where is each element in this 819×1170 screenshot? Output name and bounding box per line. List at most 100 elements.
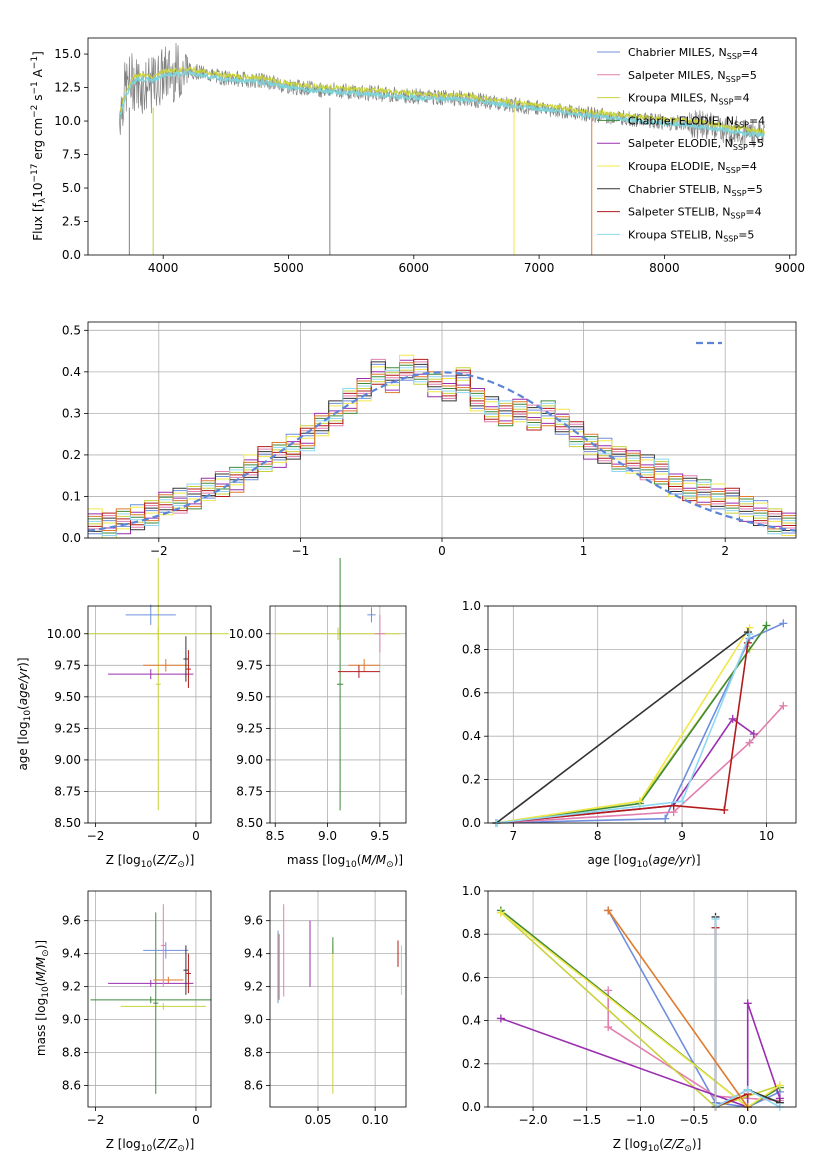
x-tick-label: 0.10 xyxy=(362,1113,389,1127)
mass-weight-marker xyxy=(775,1081,784,1090)
y-tick-label: 9.2 xyxy=(244,980,263,994)
y-tick-label: 12.5 xyxy=(54,81,81,95)
x-tick-label: −2 xyxy=(87,1113,105,1127)
age-y-label: age [log10(age/yr)] xyxy=(16,657,33,770)
y-tick-label: 0.0 xyxy=(62,248,81,262)
mass-weight-marker xyxy=(743,999,752,1008)
x-tick-label: −1.5 xyxy=(572,1113,601,1127)
axes-frame xyxy=(87,605,212,824)
legend-label: Salpeter ELODIE, NSSP=5 xyxy=(628,137,764,152)
age-z-x-label: Z [log10(Z/Z⊙)] xyxy=(106,853,195,870)
x-tick-label: 9 xyxy=(678,829,686,843)
mass-weight-marker xyxy=(661,814,670,823)
mw-z-x-label: Z [log10(Z/Z⊙)] xyxy=(613,1137,702,1154)
mass-weight-marker xyxy=(678,797,687,806)
y-tick-label: 2.5 xyxy=(62,215,81,229)
mass-weight-marker xyxy=(496,908,505,917)
legend-label: Chabrier ELODIE, NSSP=4 xyxy=(628,114,765,129)
y-tick-label: 0.6 xyxy=(462,970,481,984)
mass-weight-marker xyxy=(762,621,771,630)
y-tick-label: 10.00 xyxy=(47,627,81,641)
mass-weight-marker xyxy=(728,714,737,723)
mass-y-label: mass [log10(M/M⊙)] xyxy=(34,940,51,1056)
axes-frame xyxy=(87,37,797,256)
mass-weight-marker xyxy=(711,915,720,924)
axes-frame xyxy=(487,605,797,824)
y-tick-label: 7.5 xyxy=(62,148,81,162)
mw-age-x-label: age [log10(age/yr)] xyxy=(587,853,700,870)
axes-frame xyxy=(87,890,212,1108)
axes-frame xyxy=(269,890,407,1108)
x-tick-label: 0 xyxy=(192,829,200,843)
spectrum-y-label: Flux [fλ10−17 erg cm−2 s−1 A−1] xyxy=(30,51,48,241)
y-tick-label: 9.4 xyxy=(62,947,81,961)
mass-z-x-label: Z [log10(Z/Z⊙)] xyxy=(106,1137,195,1154)
legend-label: Chabrier STELIB, NSSP=5 xyxy=(628,183,763,198)
y-tick-label: 0.0 xyxy=(462,1100,481,1114)
x-tick-label: 9.0 xyxy=(318,829,337,843)
y-tick-label: 8.6 xyxy=(62,1079,81,1093)
x-tick-label: 0 xyxy=(192,1113,200,1127)
x-tick-label: 4000 xyxy=(148,261,179,275)
x-tick-label: −0.5 xyxy=(679,1113,708,1127)
x-tick-label: 7 xyxy=(509,829,517,843)
y-tick-label: 9.2 xyxy=(62,980,81,994)
y-tick-label: 0.4 xyxy=(462,729,481,743)
histogram-step xyxy=(88,362,796,531)
y-tick-label: 1.0 xyxy=(462,884,481,898)
x-tick-label: 7000 xyxy=(524,261,555,275)
legend-label: Kroupa MILES, NSSP=4 xyxy=(628,92,750,107)
x-tick-label: −2 xyxy=(150,544,168,558)
x-tick-label: 6000 xyxy=(399,261,430,275)
y-tick-label: 9.25 xyxy=(54,721,81,735)
y-tick-label: 0.0 xyxy=(462,816,481,830)
y-tick-label: 9.00 xyxy=(236,753,263,767)
y-tick-label: 9.25 xyxy=(236,721,263,735)
x-tick-label: 8.5 xyxy=(266,829,285,843)
legend-label: Kroupa ELODIE, NSSP=4 xyxy=(628,160,757,175)
axes-frame xyxy=(269,605,407,824)
y-tick-label: 9.0 xyxy=(62,1013,81,1027)
x-tick-label: 0.0 xyxy=(738,1113,757,1127)
legend-label: Salpeter STELIB, NSSP=4 xyxy=(628,206,762,221)
x-tick-label: 2 xyxy=(721,544,729,558)
legend-label: Salpeter MILES, NSSP=5 xyxy=(628,69,757,84)
y-tick-label: 9.6 xyxy=(244,914,263,928)
x-tick-label: 9.5 xyxy=(370,829,389,843)
x-tick-label: 8 xyxy=(594,829,602,843)
legend-label: Chabrier MILES, NSSP=4 xyxy=(628,46,758,61)
y-tick-label: 8.75 xyxy=(54,784,81,798)
y-tick-label: 0.2 xyxy=(62,448,81,462)
mass-weight-marker xyxy=(604,906,613,915)
y-tick-label: 0.8 xyxy=(462,642,481,656)
mass-weight-marker xyxy=(604,986,613,995)
y-tick-label: 8.8 xyxy=(62,1046,81,1060)
y-tick-label: 0.1 xyxy=(62,489,81,503)
y-tick-label: 8.8 xyxy=(244,1046,263,1060)
mass-weight-line xyxy=(496,705,784,824)
x-tick-label: 8000 xyxy=(649,261,680,275)
y-tick-label: 0.2 xyxy=(462,1057,481,1071)
y-tick-label: 0.0 xyxy=(62,531,81,545)
mass-weight-marker xyxy=(779,701,788,710)
mass-weight-marker xyxy=(749,730,758,739)
y-tick-label: 8.75 xyxy=(236,784,263,798)
mass-weight-line xyxy=(714,927,748,1109)
y-tick-label: 0.3 xyxy=(62,406,81,420)
mass-weight-marker xyxy=(743,1085,752,1094)
mass-weight-marker xyxy=(779,619,788,628)
spectrum-model-line xyxy=(118,69,765,139)
y-tick-label: 9.50 xyxy=(54,690,81,704)
x-tick-label: 1 xyxy=(580,544,588,558)
mass-weight-line xyxy=(496,622,784,824)
mass-weight-line xyxy=(496,642,749,824)
x-tick-label: −1 xyxy=(292,544,310,558)
spectrum-model-line xyxy=(118,65,765,134)
mass-weight-line xyxy=(714,919,781,1109)
y-tick-label: 0.4 xyxy=(462,1014,481,1028)
y-tick-label: 0.4 xyxy=(62,365,81,379)
y-tick-label: 8.50 xyxy=(236,816,263,830)
y-tick-label: 10.00 xyxy=(229,627,263,641)
mass-weight-line xyxy=(495,631,749,824)
y-tick-label: 0.6 xyxy=(462,686,481,700)
